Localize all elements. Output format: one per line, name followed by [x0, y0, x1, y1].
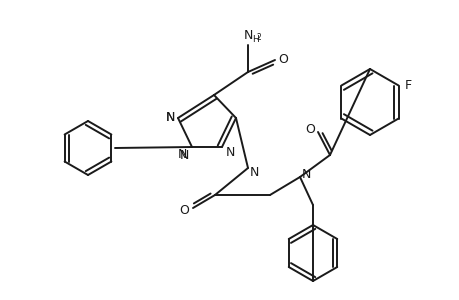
Text: N: N [301, 169, 310, 182]
Text: O: O [304, 122, 314, 136]
Text: O: O [179, 203, 189, 217]
Text: N: N [165, 110, 174, 124]
Text: N: N [179, 148, 188, 161]
Text: O: O [277, 52, 287, 65]
Text: N: N [177, 148, 186, 160]
Text: N: N [165, 110, 174, 124]
Text: H: H [252, 35, 258, 44]
Text: N: N [243, 28, 252, 41]
Text: 2: 2 [257, 33, 261, 42]
Text: N: N [249, 166, 258, 178]
Text: N: N [225, 146, 234, 158]
Text: F: F [404, 79, 411, 92]
